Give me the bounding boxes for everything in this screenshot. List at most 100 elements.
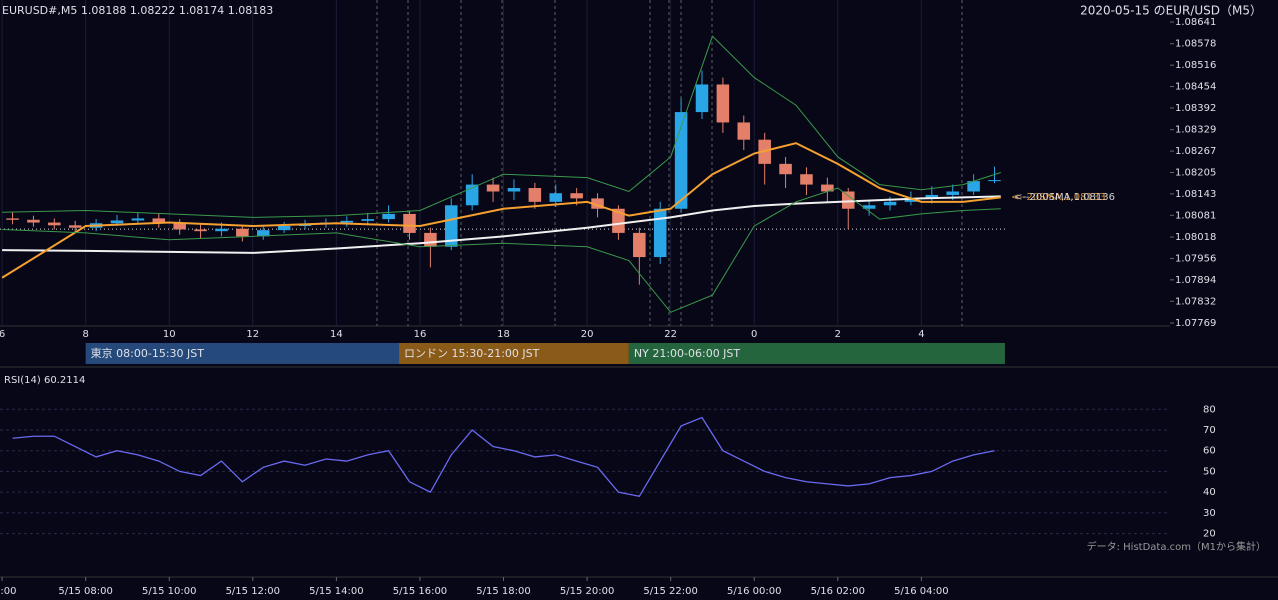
candle-body xyxy=(883,201,897,206)
candle-body xyxy=(633,232,646,258)
candle-body xyxy=(256,230,270,237)
candle-body xyxy=(779,163,792,175)
rsi-line xyxy=(12,416,995,498)
y-tick-label: 1.08454 xyxy=(1175,82,1216,93)
candle-body xyxy=(277,226,291,231)
x-tick-label: 22 xyxy=(664,329,677,340)
y-tick-label: 1.08205 xyxy=(1175,168,1216,179)
y-tick-label: 30 xyxy=(1203,508,1216,519)
candle-body xyxy=(110,220,124,224)
x-tick-label: 16 xyxy=(414,329,427,340)
session-label: NY 21:00-06:00 JST xyxy=(634,347,741,360)
candle-body xyxy=(821,184,834,192)
y-tick-label: 50 xyxy=(1203,466,1216,477)
candle-body xyxy=(403,213,416,233)
x-tick-label: 5/15 14:00 xyxy=(309,586,363,597)
candle-body xyxy=(612,208,625,233)
y-tick-label: 1.08392 xyxy=(1175,103,1216,114)
x-tick-label: 5/15 22:00 xyxy=(643,586,697,597)
candle-body xyxy=(131,218,145,221)
candle-body xyxy=(549,193,563,202)
x-tick-label: 5/15 08:00 xyxy=(58,586,112,597)
indicator-line xyxy=(1,142,1001,279)
candle-body xyxy=(424,232,437,247)
candle-body xyxy=(340,220,354,223)
candle-body xyxy=(507,188,521,192)
session-bar xyxy=(85,343,400,364)
candle-body xyxy=(988,180,1001,182)
candle-body xyxy=(465,184,479,206)
x-tick-label: 06:00 xyxy=(0,586,17,597)
candle-body xyxy=(152,218,166,223)
x-tick-label: 20 xyxy=(581,329,594,340)
x-tick-label: 5/15 10:00 xyxy=(142,586,196,597)
y-tick-label: 1.08267 xyxy=(1175,146,1216,157)
session-bar xyxy=(399,343,629,364)
candle-body xyxy=(695,84,709,113)
indicator-line xyxy=(2,187,1001,313)
candle-body xyxy=(737,122,751,140)
candle-body xyxy=(486,184,500,192)
x-tick-label: 2 xyxy=(835,329,841,340)
x-tick-label: 5/15 12:00 xyxy=(226,586,280,597)
candle-body xyxy=(528,188,542,202)
candle-body xyxy=(68,225,82,228)
y-tick-label: 1.07769 xyxy=(1175,318,1216,329)
candle-body xyxy=(904,198,918,202)
y-tick-label: 1.08081 xyxy=(1175,210,1216,221)
y-tick-label: 1.07832 xyxy=(1175,296,1216,307)
candle-body xyxy=(6,218,19,220)
chart-subtitle: 2020-05-15 のEUR/USD（M5） xyxy=(1080,4,1262,18)
chart-title: EURUSD#,M5 1.08188 1.08222 1.08174 1.081… xyxy=(2,4,273,17)
candle-body xyxy=(361,219,374,221)
session-label: ロンドン 15:30-21:00 JST xyxy=(404,347,540,360)
candle-body xyxy=(445,205,458,247)
x-tick-label: 5/15 20:00 xyxy=(560,586,614,597)
x-tick-label: 6 xyxy=(0,329,5,340)
candle-body xyxy=(173,222,186,230)
y-tick-label: 60 xyxy=(1203,446,1216,457)
rsi-title: RSI(14) 60.2114 xyxy=(4,375,85,386)
y-tick-label: 1.07894 xyxy=(1175,275,1216,286)
x-tick-label: 0 xyxy=(751,329,757,340)
x-tick-label: 5/15 18:00 xyxy=(476,586,530,597)
candle-body xyxy=(215,228,228,232)
x-tick-label: 5/16 02:00 xyxy=(811,586,865,597)
x-tick-label: 8 xyxy=(82,329,88,340)
candle-body xyxy=(841,191,855,209)
y-tick-label: 1.08641 xyxy=(1175,17,1216,28)
indicator-line xyxy=(2,195,1001,254)
candle-body xyxy=(236,228,249,237)
y-tick-label: 80 xyxy=(1203,404,1216,415)
y-tick-label: 1.08516 xyxy=(1175,60,1216,71)
x-tick-label: 5/16 00:00 xyxy=(727,586,781,597)
annotation: <--200SMA,1.08136 xyxy=(1014,192,1115,203)
candle-body xyxy=(570,193,583,199)
candle-body xyxy=(800,174,813,185)
annotation: <--20SMA,1.08133 xyxy=(1011,192,1106,203)
candle-body xyxy=(591,198,604,209)
y-tick-label: 1.08578 xyxy=(1175,39,1216,50)
candle-body xyxy=(194,229,207,232)
candle-body xyxy=(967,181,980,192)
indicator-line xyxy=(2,35,1001,218)
candle-body xyxy=(716,84,730,123)
x-tick-label: 4 xyxy=(918,329,924,340)
x-tick-label: 5/16 04:00 xyxy=(894,586,948,597)
x-tick-label: 14 xyxy=(330,329,343,340)
candle-body xyxy=(48,222,61,226)
y-tick-label: 1.08018 xyxy=(1175,232,1216,243)
source-note: データ: HistData.com（M1から集計） xyxy=(1087,540,1266,553)
candle-body xyxy=(946,191,959,195)
session-label: 東京 08:00-15:30 JST xyxy=(91,346,205,360)
y-tick-label: 20 xyxy=(1203,529,1216,540)
x-tick-label: 5/15 16:00 xyxy=(393,586,447,597)
y-tick-label: 40 xyxy=(1203,487,1216,498)
y-tick-label: 1.08329 xyxy=(1175,125,1216,136)
x-tick-label: 10 xyxy=(163,329,176,340)
candle-body xyxy=(653,208,667,258)
y-tick-label: 70 xyxy=(1203,425,1216,436)
